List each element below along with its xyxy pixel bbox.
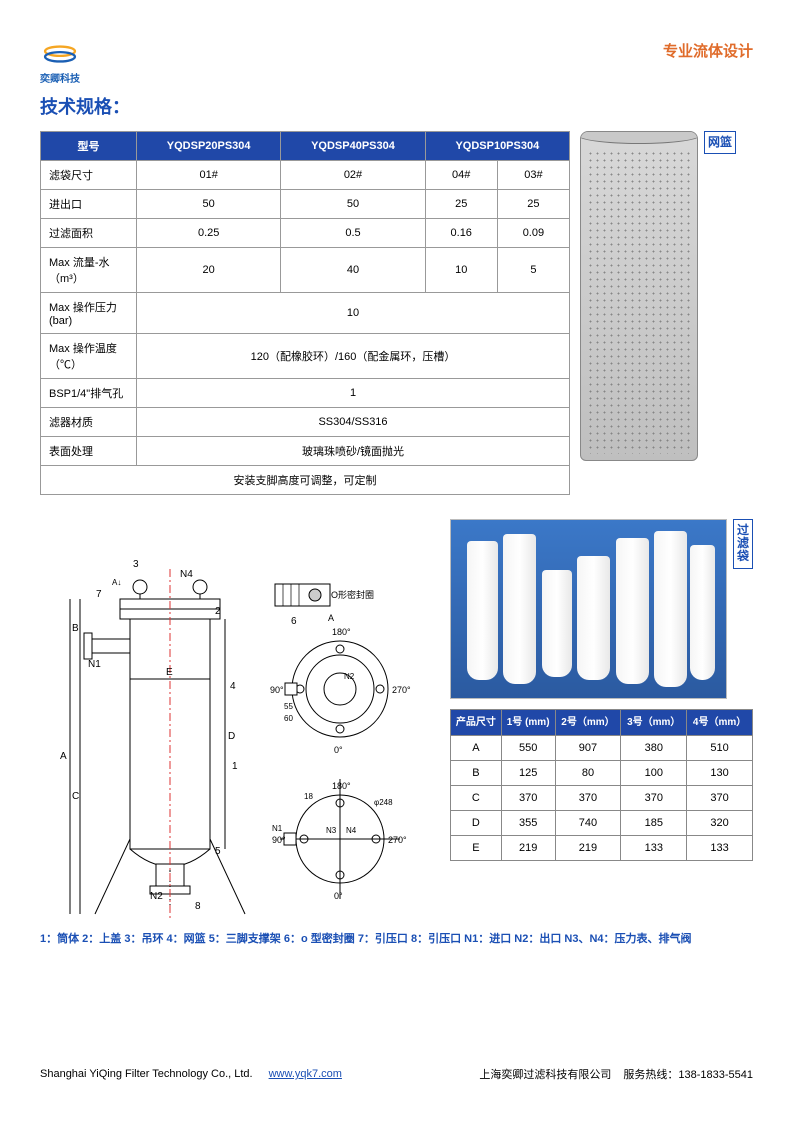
table-row: 表面处理玻璃珠喷砂/镜面抛光 [41, 437, 570, 466]
header: 奕卿科技 专业流体设计 [40, 40, 753, 85]
table-row: 滤器材质SS304/SS316 [41, 408, 570, 437]
svg-text:4: 4 [230, 681, 236, 692]
svg-text:O形密封圈: O形密封圈 [331, 589, 374, 600]
svg-text:A: A [328, 613, 334, 623]
svg-text:7: 7 [96, 589, 102, 600]
company-cn: 上海奕卿过滤科技有限公司 [479, 1066, 611, 1082]
svg-text:N3: N3 [326, 826, 337, 835]
table-row: D355740185320 [451, 811, 753, 836]
basket-label: 网篮 [704, 131, 736, 154]
svg-text:C: C [72, 791, 79, 802]
logo: 奕卿科技 [40, 40, 80, 85]
footer: Shanghai YiQing Filter Technology Co., L… [40, 1066, 753, 1082]
svg-text:A: A [60, 751, 67, 762]
svg-text:18: 18 [304, 792, 313, 801]
svg-text:5: 5 [215, 846, 221, 857]
th-model: 型号 [41, 132, 137, 161]
svg-text:E: E [166, 667, 173, 678]
section-title: 技术规格： [40, 93, 753, 119]
svg-text:180°: 180° [332, 781, 351, 791]
table-row: 进出口50502525 [41, 190, 570, 219]
parts-legend: 1：筒体 2：上盖 3：吊环 4：网篮 5：三脚支撑架 6：o 型密封圈 7：引… [40, 931, 753, 949]
svg-text:270°: 270° [392, 685, 411, 695]
table-row: Max 操作温度（℃）120（配橡胶环）/160（配金属环，压槽） [41, 334, 570, 379]
svg-text:3: 3 [133, 559, 139, 570]
svg-text:1: 1 [232, 761, 238, 772]
svg-text:0°: 0° [334, 745, 343, 755]
table-row: 滤袋尺寸01#02#04#03# [41, 161, 570, 190]
svg-text:B: B [72, 623, 79, 634]
table-row: 安装支脚高度可调整，可定制 [41, 466, 570, 495]
filter-bag-label: 过滤袋 [733, 519, 753, 569]
svg-text:N4: N4 [180, 569, 193, 580]
filter-bags-image [450, 519, 727, 699]
svg-text:270°: 270° [388, 835, 407, 845]
svg-text:60: 60 [284, 714, 293, 723]
table-row: Max 流量-水（m³）2040105 [41, 248, 570, 293]
table-row: 过滤面积0.250.50.160.09 [41, 219, 570, 248]
svg-text:φ248: φ248 [374, 798, 393, 807]
svg-text:8: 8 [195, 901, 201, 912]
svg-text:55: 55 [284, 702, 293, 711]
svg-text:0°: 0° [334, 891, 343, 901]
website-link[interactable]: www.yqk7.com [269, 1068, 342, 1080]
th-col1: YQDSP20PS304 [137, 132, 281, 161]
svg-text:N2: N2 [344, 672, 355, 681]
logo-swirl-icon [41, 40, 79, 68]
table-row: BSP1/4"排气孔1 [41, 379, 570, 408]
th-col2: YQDSP40PS304 [281, 132, 425, 161]
svg-text:90°: 90° [272, 835, 286, 845]
svg-text:N1: N1 [88, 659, 101, 670]
basket-image [580, 131, 698, 461]
table-row: C370370370370 [451, 786, 753, 811]
size-table: 产品尺寸 1号 (mm) 2号（mm） 3号（mm） 4号（mm） A55090… [450, 709, 753, 861]
svg-text:2: 2 [215, 606, 221, 617]
th-col3: YQDSP10PS304 [425, 132, 569, 161]
logo-text: 奕卿科技 [40, 70, 80, 85]
table-row: B12580100130 [451, 761, 753, 786]
tagline: 专业流体设计 [663, 40, 753, 61]
svg-text:N4: N4 [346, 826, 357, 835]
svg-text:180°: 180° [332, 627, 351, 637]
table-header-row: 型号 YQDSP20PS304 YQDSP40PS304 YQDSP10PS30… [41, 132, 570, 161]
hotline: 服务热线：138-1833-5541 [623, 1066, 753, 1082]
table-row: Max 操作压力(bar)10 [41, 293, 570, 334]
svg-text:A↓: A↓ [112, 578, 121, 587]
table-header-row: 产品尺寸 1号 (mm) 2号（mm） 3号（mm） 4号（mm） [451, 710, 753, 736]
spec-table: 型号 YQDSP20PS304 YQDSP40PS304 YQDSP10PS30… [40, 131, 570, 495]
svg-text:D: D [228, 731, 235, 742]
svg-text:N1: N1 [272, 824, 283, 833]
table-row: E219219133133 [451, 836, 753, 861]
svg-text:N2: N2 [150, 891, 163, 902]
svg-text:90°: 90° [270, 685, 284, 695]
svg-text:6: 6 [291, 616, 297, 627]
company-en: Shanghai YiQing Filter Technology Co., L… [40, 1068, 253, 1080]
table-row: A550907380510 [451, 736, 753, 761]
engineering-diagram: E A B C D 3 7 A↓ N4 2 4 [40, 519, 440, 919]
